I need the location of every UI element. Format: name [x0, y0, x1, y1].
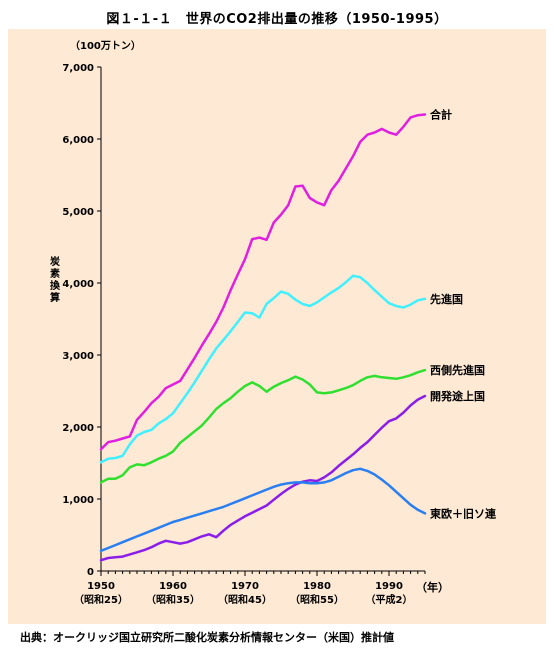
y-tick-label: 0	[87, 567, 94, 578]
y-tick-label: 3,000	[62, 351, 94, 362]
x-tick-label: 1980	[303, 581, 331, 592]
y-axis-label-char: 換	[50, 279, 61, 292]
y-axis-label-char: 炭	[50, 255, 60, 268]
x-tick-sublabel: （平成2）	[366, 593, 413, 606]
x-tick-sublabel: （昭和55）	[290, 593, 344, 606]
series-label: 合計	[430, 108, 452, 122]
x-tick-label: 1990	[375, 581, 403, 592]
source-note: 出典：オークリッジ国立研究所二酸化炭素分析情報センター（米国）推計値	[20, 631, 394, 644]
series-line-合計	[99, 113, 427, 451]
y-axis-label-char: 素	[50, 267, 60, 280]
series-line-西側先進国	[99, 368, 427, 484]
x-tick-sublabel: （昭和25）	[74, 593, 128, 606]
y-tick-label: 2,000	[62, 423, 94, 434]
x-tick-label: 1950	[87, 581, 115, 592]
x-tick-sublabel: （昭和45）	[218, 593, 272, 606]
series-line-先進国	[99, 274, 427, 464]
series-label: 先進国	[430, 292, 463, 306]
x-tick-label: 1960	[159, 581, 187, 592]
series-label: 開発途上国	[430, 389, 485, 403]
chart-panel: （100万トン） 炭素換算 0 1,000 2,000 3,000 4,000 5,000…	[8, 29, 546, 624]
y-tick-label: 7,000	[62, 63, 94, 74]
series-line-開発途上国	[99, 394, 427, 562]
chart-title: 図１-１-１ 世界のCO2排出量の推移（1950-1995）	[106, 12, 448, 27]
x-tick-sublabel: （昭和35）	[146, 593, 200, 606]
y-tick-label: 1,000	[62, 495, 94, 506]
x-tick-label: 1970	[231, 581, 259, 592]
series-label: 東欧＋旧ソ連	[430, 506, 497, 520]
y-axis-label-char: 算	[49, 291, 60, 304]
y-tick-label: 4,000	[62, 279, 94, 290]
x-axis-unit-label: （年）	[416, 580, 449, 594]
series-line-東欧＋旧ソ連	[99, 467, 427, 553]
y-tick-label: 6,000	[62, 135, 94, 146]
series-label: 西側先進国	[430, 363, 485, 377]
y-tick-label: 5,000	[62, 207, 94, 218]
y-unit-label: （100万トン）	[70, 39, 141, 52]
